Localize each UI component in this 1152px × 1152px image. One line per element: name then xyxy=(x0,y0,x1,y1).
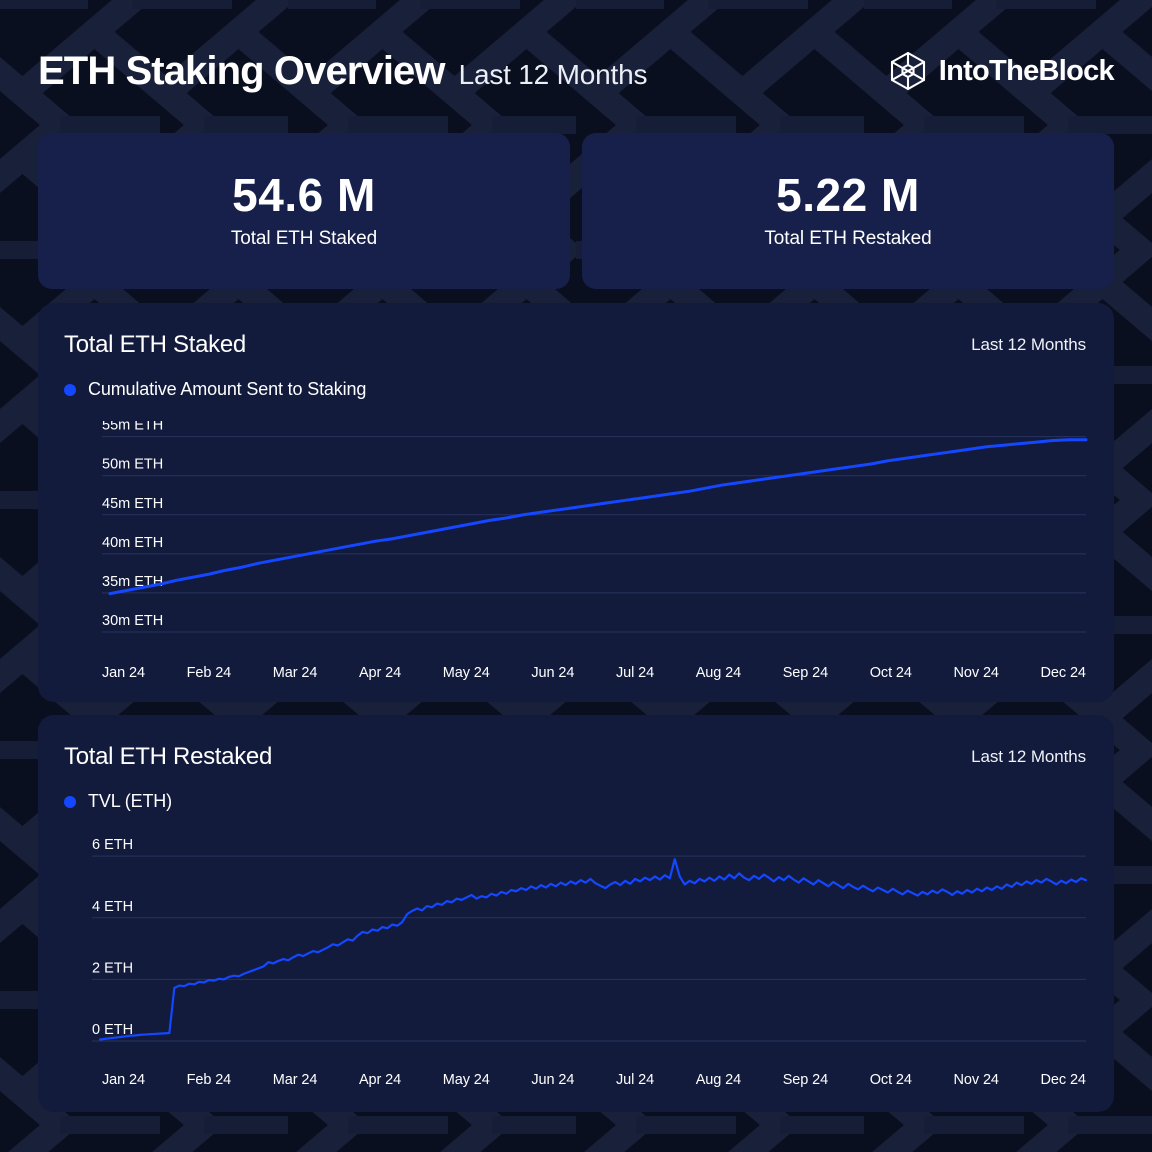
line-chart-staked: 30m ETH 35m ETH 40m ETH 45m ETH 50m ETH 55m E… xyxy=(38,421,1114,646)
x-axis-tick-label: Jul 24 xyxy=(615,1072,655,1088)
y-axis-tick-label: 6 ETH xyxy=(92,837,133,853)
x-axis-staked: Jan 24 Feb 24 Mar 24 Apr 24 May 24 Jun 24 Jul … xyxy=(102,665,1086,681)
x-axis-tick-label: Nov 24 xyxy=(953,1072,999,1088)
legend-dot-icon xyxy=(64,795,76,808)
y-axis-tick-label: 40m ETH xyxy=(102,535,163,551)
y-axis-tick-label: 2 ETH xyxy=(92,960,133,976)
y-axis-tick-label: 55m ETH xyxy=(102,421,163,434)
x-axis-tick-label: Oct 24 xyxy=(869,665,912,681)
chart-panel-total-eth-restaked: Total ETH Restaked Last 12 Months TVL (E… xyxy=(38,715,1114,1112)
panel-header: Total ETH Restaked Last 12 Months xyxy=(64,743,1086,771)
panel-period: Last 12 Months xyxy=(971,747,1086,766)
page-title: ETH Staking Overview xyxy=(38,49,445,93)
x-axis-tick-label: Feb 24 xyxy=(186,665,232,681)
x-axis-tick-label: Mar 24 xyxy=(272,1072,318,1088)
stat-value: 5.22 M xyxy=(776,169,920,221)
x-axis-tick-label: Jan 24 xyxy=(102,1072,145,1088)
stat-value: 54.6 M xyxy=(232,169,376,221)
x-axis-tick-label: Jun 24 xyxy=(531,665,575,681)
x-axis-tick-label: Aug 24 xyxy=(695,665,742,681)
y-axis-tick-label: 35m ETH xyxy=(102,574,163,590)
y-axis-tick-label: 0 ETH xyxy=(92,1022,133,1038)
panel-title: Total ETH Staked xyxy=(64,331,246,358)
x-axis-tick-label: Apr 24 xyxy=(358,665,402,681)
line-chart-restaked: 0 ETH 2 ETH 4 ETH 6 ETH xyxy=(38,833,1114,1058)
stat-label: Total ETH Staked xyxy=(230,228,378,249)
x-axis-tick-label: Dec 24 xyxy=(1040,1072,1086,1088)
x-axis-tick-label: May 24 xyxy=(442,665,490,681)
x-axis-tick-label: Feb 24 xyxy=(186,1072,232,1088)
x-axis-tick-label: Nov 24 xyxy=(953,665,999,681)
stat-cards: 54.6 M Total ETH Staked 5.22 M Total ETH… xyxy=(38,133,1114,289)
x-axis-tick-label: Apr 24 xyxy=(358,1072,402,1088)
intotheblock-hex-icon xyxy=(890,51,925,91)
panel-period: Last 12 Months xyxy=(971,335,1086,354)
x-axis-tick-label: Jan 24 xyxy=(102,665,145,681)
page-subtitle: Last 12 Months xyxy=(458,59,648,90)
x-axis-tick-label: May 24 xyxy=(442,1072,490,1088)
brand-logo: IntoTheBlock xyxy=(889,51,1115,91)
x-axis-tick-label: Dec 24 xyxy=(1040,665,1086,681)
y-axis-tick-label: 4 ETH xyxy=(92,899,133,915)
legend-label: TVL (ETH) xyxy=(88,791,172,811)
stat-label: Total ETH Restaked xyxy=(764,228,932,249)
panel-header: Total ETH Staked Last 12 Months xyxy=(64,331,1086,359)
x-axis-tick-label: Jul 24 xyxy=(615,665,655,681)
x-axis-tick-label: Jun 24 xyxy=(531,1072,575,1088)
x-axis-tick-label: Oct 24 xyxy=(869,1072,912,1088)
chart-line-series xyxy=(110,440,1086,594)
title-group: ETH Staking Overview Last 12 Months xyxy=(38,51,647,91)
x-axis-restaked: Jan 24 Feb 24 Mar 24 Apr 24 May 24 Jun 24 Jul … xyxy=(102,1072,1086,1088)
x-axis-tick-label: Sep 24 xyxy=(782,665,829,681)
chart-legend: Cumulative Amount Sent to Staking xyxy=(64,379,366,400)
y-axis-tick-label: 45m ETH xyxy=(102,496,163,512)
stat-card-total-eth-restaked: 5.22 M Total ETH Restaked xyxy=(582,133,1114,289)
stat-card-total-eth-staked: 54.6 M Total ETH Staked xyxy=(38,133,570,289)
y-axis-tick-label: 30m ETH xyxy=(102,613,163,629)
page-header: ETH Staking Overview Last 12 Months xyxy=(38,38,1115,104)
x-axis-tick-label: Mar 24 xyxy=(272,665,318,681)
chart-line-series xyxy=(100,859,1086,1039)
legend-label: Cumulative Amount Sent to Staking xyxy=(88,379,367,399)
brand-name: IntoTheBlock xyxy=(938,54,1115,87)
chart-legend: TVL (ETH) xyxy=(64,791,172,812)
chart-panel-total-eth-staked: Total ETH Staked Last 12 Months Cumulati… xyxy=(38,303,1114,702)
legend-dot-icon xyxy=(64,383,76,396)
x-axis-tick-label: Sep 24 xyxy=(782,1072,829,1088)
x-axis-tick-label: Aug 24 xyxy=(695,1072,742,1088)
y-axis-tick-label: 50m ETH xyxy=(102,457,163,473)
panel-title: Total ETH Restaked xyxy=(64,743,273,770)
